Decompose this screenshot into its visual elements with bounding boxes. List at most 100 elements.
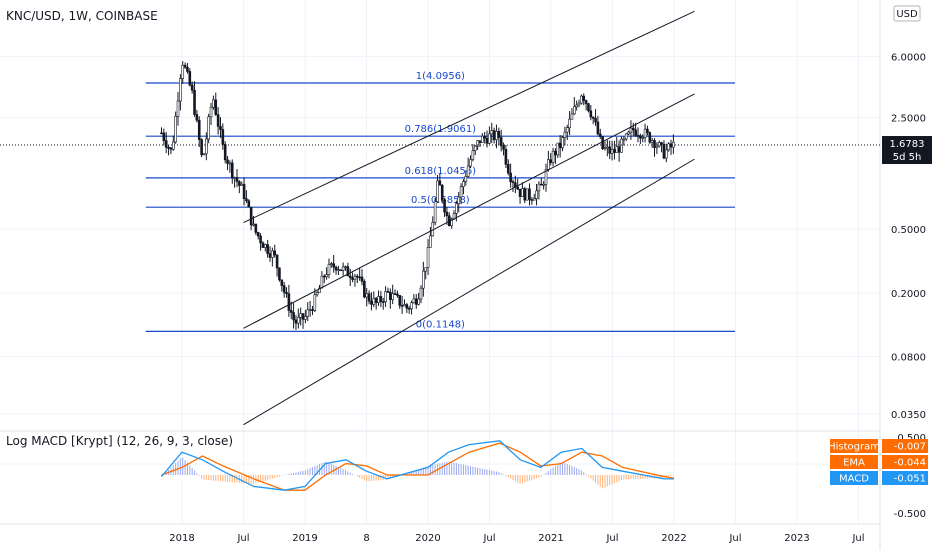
- macd-tick-label: 0.500: [897, 433, 926, 444]
- candle-body: [631, 127, 635, 131]
- candle-body: [195, 114, 199, 121]
- candle-body: [549, 159, 553, 163]
- candle-body: [287, 293, 291, 311]
- channel-line[interactable]: [243, 10, 695, 223]
- candle-body: [499, 137, 503, 147]
- channel-line[interactable]: [243, 158, 695, 426]
- grid-lines: [0, 0, 880, 524]
- candle-body: [247, 200, 251, 208]
- price-tick-label: 0.0350: [891, 410, 926, 421]
- candle-body: [193, 89, 196, 115]
- candle-body: [650, 140, 654, 143]
- candle-body: [490, 130, 494, 135]
- candle-body: [606, 146, 609, 149]
- candle-body: [205, 138, 208, 155]
- channel-lines[interactable]: [243, 10, 695, 426]
- candle-body: [389, 291, 392, 300]
- candle-body: [457, 196, 461, 204]
- candle-body: [577, 102, 581, 106]
- candle-body: [568, 118, 571, 129]
- candle-body: [509, 172, 512, 182]
- candle-body: [610, 149, 614, 154]
- candle-body: [344, 266, 347, 268]
- candle-body: [242, 183, 246, 199]
- date-tick-label: 2018: [169, 533, 194, 544]
- candle-body: [603, 147, 607, 150]
- candle-body: [478, 140, 482, 143]
- candle-body: [407, 307, 411, 310]
- candle-body: [662, 143, 666, 159]
- candle-body: [386, 291, 390, 293]
- macd-legend-value: -0.051: [894, 474, 926, 485]
- candle-body: [337, 269, 340, 271]
- candle-body: [608, 146, 611, 154]
- candle-body: [299, 313, 302, 318]
- candle-body: [181, 64, 185, 79]
- candle-body: [162, 132, 166, 141]
- candle-body: [558, 142, 562, 149]
- candle-body: [183, 64, 187, 68]
- candle-body: [617, 146, 621, 153]
- candle-body: [580, 95, 583, 104]
- candle-body: [398, 295, 402, 306]
- candle-body: [355, 275, 359, 278]
- candle-body: [226, 159, 229, 164]
- candle-body: [615, 146, 619, 153]
- candle-body: [481, 135, 484, 143]
- candle-body: [464, 176, 468, 182]
- candle-body: [476, 140, 479, 147]
- candle-body: [330, 263, 333, 265]
- currency-badge[interactable]: [893, 5, 921, 22]
- candle-body: [563, 131, 567, 138]
- candle-body: [322, 275, 326, 278]
- fibonacci-retracement[interactable]: 1.618(37.2841)1(4.0956)0.786(1.9061)0.61…: [145, 0, 735, 333]
- channel-line[interactable]: [243, 93, 695, 329]
- last-price-value: 1.6783: [890, 139, 925, 150]
- candle-body: [528, 188, 531, 200]
- candle-body: [304, 315, 307, 320]
- candle-body: [348, 275, 352, 279]
- candle-body: [587, 103, 590, 112]
- candle-body: [627, 131, 630, 135]
- time-axis[interactable]: 2018 Jul 2019 8 2020 Jul 2021 Jul 2022 Jul 2023 Jul: [169, 533, 864, 544]
- price-tick-label: 2.5000: [891, 113, 926, 124]
- candle-body: [445, 211, 449, 217]
- candle-body: [403, 304, 406, 307]
- candle-body: [511, 181, 515, 184]
- candle-body: [219, 125, 222, 130]
- candle-body: [188, 71, 192, 86]
- candle-body: [268, 253, 272, 258]
- candle-body: [240, 183, 244, 186]
- candle-body: [363, 280, 366, 298]
- candle-body: [341, 266, 345, 271]
- candle-body: [665, 149, 668, 159]
- date-tick-label: Jul: [482, 533, 495, 544]
- candle-body: [462, 181, 465, 187]
- macd-legend-name: MACD: [839, 474, 869, 485]
- candle-body: [502, 145, 505, 150]
- candle-body: [636, 135, 640, 137]
- candle-body: [660, 142, 663, 145]
- date-tick-label: Jul: [605, 533, 618, 544]
- date-tick-label: Jul: [728, 533, 741, 544]
- candle-body: [365, 293, 369, 298]
- candle-body: [419, 287, 423, 300]
- candle-body: [424, 267, 427, 272]
- candle-body: [327, 264, 331, 275]
- candle-body: [256, 232, 260, 237]
- candle-body: [278, 267, 281, 281]
- fib-level-label: 0.5(0.6858): [411, 195, 470, 206]
- candle-body: [214, 99, 218, 115]
- candle-body: [646, 128, 649, 133]
- candle-body: [169, 147, 173, 150]
- candle-body: [653, 140, 656, 148]
- candle-body: [263, 244, 267, 248]
- candle-body: [473, 145, 477, 152]
- candlestick-series: [160, 61, 675, 331]
- candle-body: [443, 199, 446, 213]
- date-tick-label: 8: [363, 533, 369, 544]
- candle-body: [261, 242, 265, 248]
- candle-body: [565, 127, 569, 133]
